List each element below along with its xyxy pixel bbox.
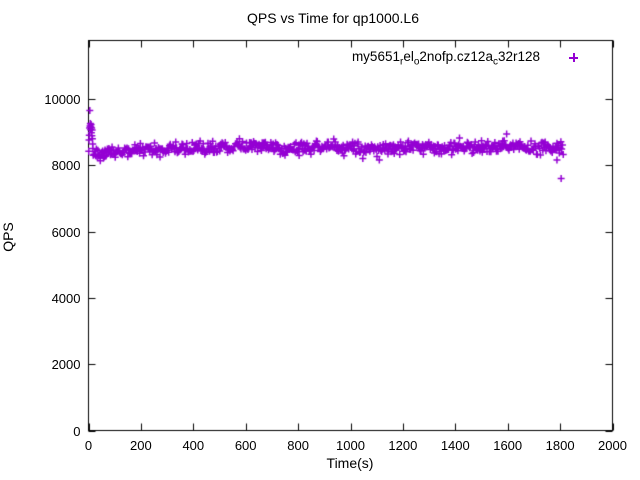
legend-label-segment: c: [492, 56, 498, 68]
x-tick-label: 400: [182, 437, 205, 453]
x-tick-label: 600: [234, 437, 257, 453]
legend-label-segment: 32r128: [497, 49, 540, 64]
legend-series-label: my5651relo2nofp.cz12ac32r128: [351, 49, 540, 67]
y-tick-label: 10000: [44, 91, 81, 107]
legend-label-segment: r: [399, 56, 404, 68]
legend-label-segment: o: [413, 56, 420, 68]
legend-label-segment: my5651: [351, 49, 400, 64]
legend: my5651relo2nofp.cz12ac32r128: [0, 49, 640, 67]
x-tick-label: 1800: [545, 437, 575, 453]
y-tick-label: 4000: [51, 290, 81, 306]
x-tick-label: 0: [84, 437, 93, 453]
plus-marker-icon: [566, 50, 581, 65]
chart-title: QPS vs Time for qp1000.L6: [247, 10, 419, 26]
y-tick-label: 2000: [51, 357, 81, 373]
x-tick-label: 2000: [598, 437, 627, 453]
y-axis-label: QPS: [0, 222, 16, 252]
x-tick-label: 1600: [493, 437, 523, 453]
x-tick-label: 1400: [440, 437, 470, 453]
legend-label-segment: 2nofp.cz12a: [419, 49, 493, 64]
y-tick-label: 6000: [51, 224, 81, 240]
x-tick-label: 1000: [336, 437, 365, 453]
legend-label-segment: el: [403, 49, 414, 64]
y-tick-label: 0: [73, 423, 81, 439]
x-tick-label: 1200: [388, 437, 418, 453]
x-tick-label: 800: [287, 437, 309, 453]
x-axis-label: Time(s): [326, 455, 374, 471]
x-tick-label: 200: [130, 437, 152, 453]
y-tick-label: 8000: [51, 158, 81, 174]
